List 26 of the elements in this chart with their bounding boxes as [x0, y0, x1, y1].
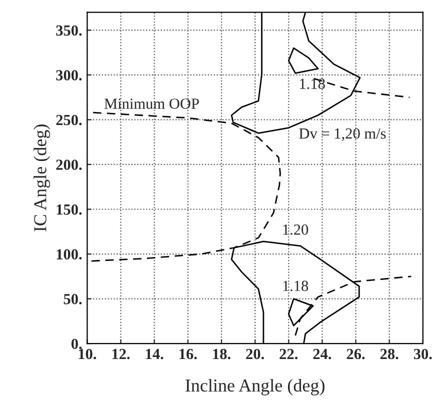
- x-tick-label: 16.: [180, 348, 197, 360]
- x-tick-label: 30.: [414, 348, 432, 360]
- y-tick-label: 0.: [71, 338, 82, 350]
- y-tick-label: 150.: [56, 204, 82, 215]
- y-tick-label: 350.: [56, 25, 82, 36]
- y-tick-label: 50.: [64, 294, 82, 304]
- annotation: 1.18: [283, 280, 308, 292]
- x-axis-title: Incline Angle (deg): [186, 378, 324, 396]
- x-tick-label: 10.: [78, 348, 96, 360]
- annotation: Dv = 1,20 m/s: [299, 128, 386, 141]
- y-tick-label: 200.: [56, 160, 82, 170]
- x-tick-label: 18.: [213, 348, 230, 360]
- x-tick-label: 22.: [280, 348, 298, 360]
- y-tick-label: 100.: [56, 249, 82, 260]
- y-axis-title: IC Angle (deg): [34, 124, 50, 232]
- x-tick-label: 12.: [112, 348, 130, 360]
- annotation: Minimum OOP: [104, 98, 199, 109]
- annotation: 1.20: [283, 224, 308, 235]
- x-tick-label: 28.: [380, 348, 398, 360]
- annotation: 1.18: [300, 78, 325, 90]
- x-tick-label: 14.: [146, 348, 164, 360]
- x-tick-label: 26.: [346, 348, 365, 360]
- x-tick-label: 24.: [313, 348, 332, 360]
- x-tick-label: 20.: [246, 348, 264, 360]
- y-tick-label: 250.: [56, 114, 82, 126]
- y-tick-label: 300.: [56, 70, 82, 80]
